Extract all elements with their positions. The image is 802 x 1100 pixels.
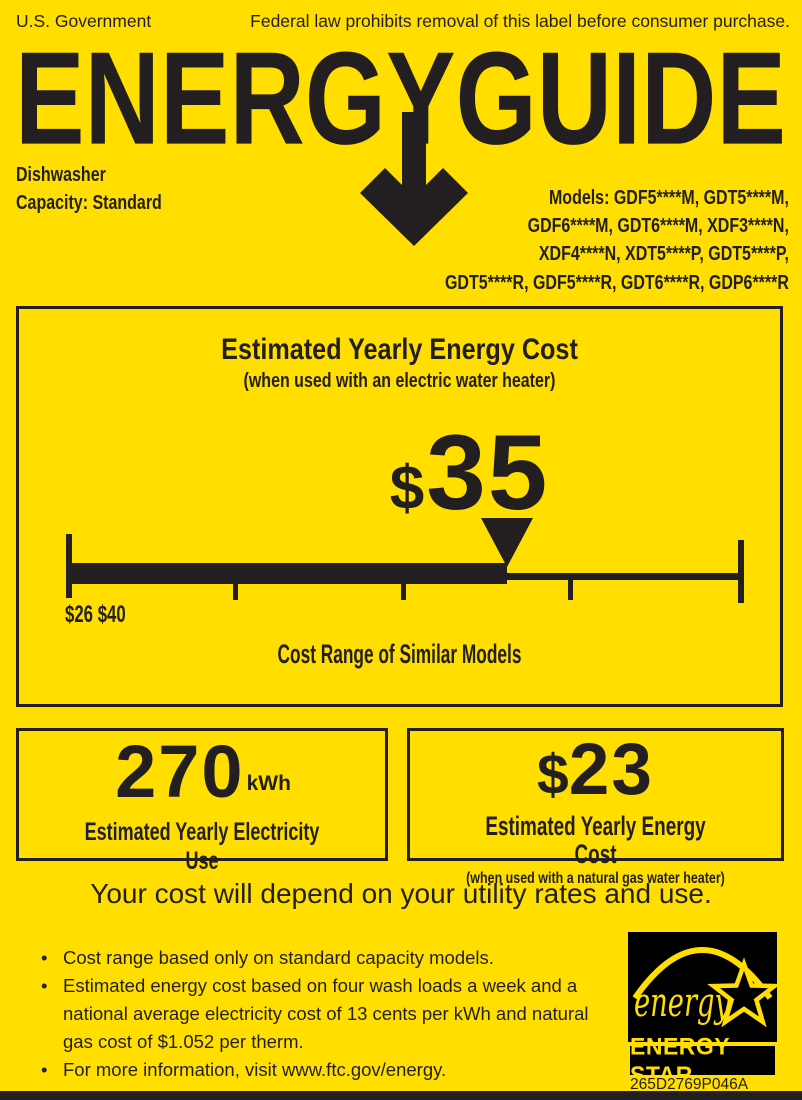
bottom-edge-bar bbox=[0, 1091, 802, 1100]
gas-amount: 23 bbox=[568, 729, 654, 810]
us-government-text: U.S. Government bbox=[16, 11, 152, 31]
energy-star-label: ENERGY STAR bbox=[630, 1032, 730, 1088]
scale-right-cap bbox=[738, 540, 744, 603]
part-number: 265D2769P046A bbox=[630, 1076, 749, 1093]
gas-cost-panel: $23 Estimated Yearly Energy Cost (when u… bbox=[407, 728, 784, 887]
gas-cost-label: Estimated Yearly Energy Cost bbox=[485, 811, 706, 870]
model-line: GDF6****M, GDT6****M, XDF3****N, bbox=[527, 214, 789, 238]
scale-filled-bar bbox=[66, 563, 507, 584]
yearly-energy-cost-panel: Estimated Yearly Energy Cost (when used … bbox=[16, 306, 783, 707]
footnote-item: • Estimated energy cost based on four wa… bbox=[38, 972, 618, 1056]
bullet-icon: • bbox=[41, 1059, 48, 1080]
product-capacity: Capacity: Standard bbox=[16, 191, 162, 214]
gas-cost-sublabel: (when used with a natural gas water heat… bbox=[466, 869, 725, 887]
model-list: Models: GDF5****M, GDT5****M, GDF6****M,… bbox=[445, 184, 789, 297]
kwh-amount: 270 bbox=[115, 730, 245, 813]
scale-line bbox=[507, 573, 738, 580]
scale-tick bbox=[401, 577, 406, 600]
panel-title: Estimated Yearly Energy Cost bbox=[221, 333, 578, 366]
footnote-text: Cost range based only on standard capaci… bbox=[63, 947, 494, 968]
energy-star-wordmark: ENERGY STAR bbox=[630, 1032, 775, 1088]
federal-law-notice: Federal law prohibits removal of this la… bbox=[250, 11, 790, 31]
kwh-unit: kWh bbox=[246, 772, 291, 795]
currency-symbol: $ bbox=[537, 743, 569, 807]
bullet-icon: • bbox=[41, 975, 48, 996]
panel-subtitle: (when used with an electric water heater… bbox=[243, 369, 556, 392]
cost-range-caption: Cost Range of Similar Models bbox=[277, 639, 522, 669]
scale-tick bbox=[568, 577, 573, 600]
bullet-icon: • bbox=[41, 947, 48, 968]
electricity-label: Estimated Yearly Electricity Use bbox=[84, 818, 320, 875]
footnote-text: For more information, visit www.ftc.gov/… bbox=[63, 1059, 447, 1080]
scale-tick bbox=[233, 577, 238, 600]
cost-marker-triangle-icon bbox=[481, 518, 533, 567]
product-type: Dishwasher bbox=[16, 164, 106, 186]
energyguide-logo-text: ENERGYGUIDE bbox=[15, 38, 786, 170]
currency-symbol: $ bbox=[389, 454, 427, 523]
range-min-label: $26 bbox=[65, 601, 94, 628]
footnote-item: • For more information, visit www.ftc.go… bbox=[38, 1056, 618, 1084]
energy-star-emblem-icon: energy bbox=[628, 932, 781, 1042]
down-arrow-icon bbox=[360, 112, 468, 246]
footnote-text: Estimated energy cost based on four wash… bbox=[63, 975, 589, 1052]
model-line: XDF4****N, XDT5****P, GDT5****P, bbox=[538, 242, 789, 266]
footnote-item: • Cost range based only on standard capa… bbox=[38, 944, 618, 972]
electricity-use-panel: 270kWh Estimated Yearly Electricity Use bbox=[16, 728, 388, 875]
range-max-label: $40 bbox=[97, 601, 126, 628]
footnotes: • Cost range based only on standard capa… bbox=[38, 944, 618, 1084]
model-line: Models: GDF5****M, GDT5****M, bbox=[549, 186, 789, 209]
gas-cost-value: $23 bbox=[410, 733, 781, 806]
star-icon bbox=[707, 957, 781, 1028]
utility-rates-headline: Your cost will depend on your utility ra… bbox=[90, 878, 712, 909]
cost-amount: 35 bbox=[426, 412, 550, 532]
estimated-cost-value: $35 bbox=[89, 419, 802, 526]
model-line: GDT5****R, GDF5****R, GDT6****R, GDP6***… bbox=[445, 270, 789, 294]
energyguide-logo: ENERGYGUIDE bbox=[15, 38, 786, 170]
electricity-value: 270kWh bbox=[19, 735, 385, 809]
cost-range-labels: $26 $40 bbox=[65, 601, 126, 629]
product-info: Dishwasher Capacity: Standard bbox=[16, 162, 162, 217]
